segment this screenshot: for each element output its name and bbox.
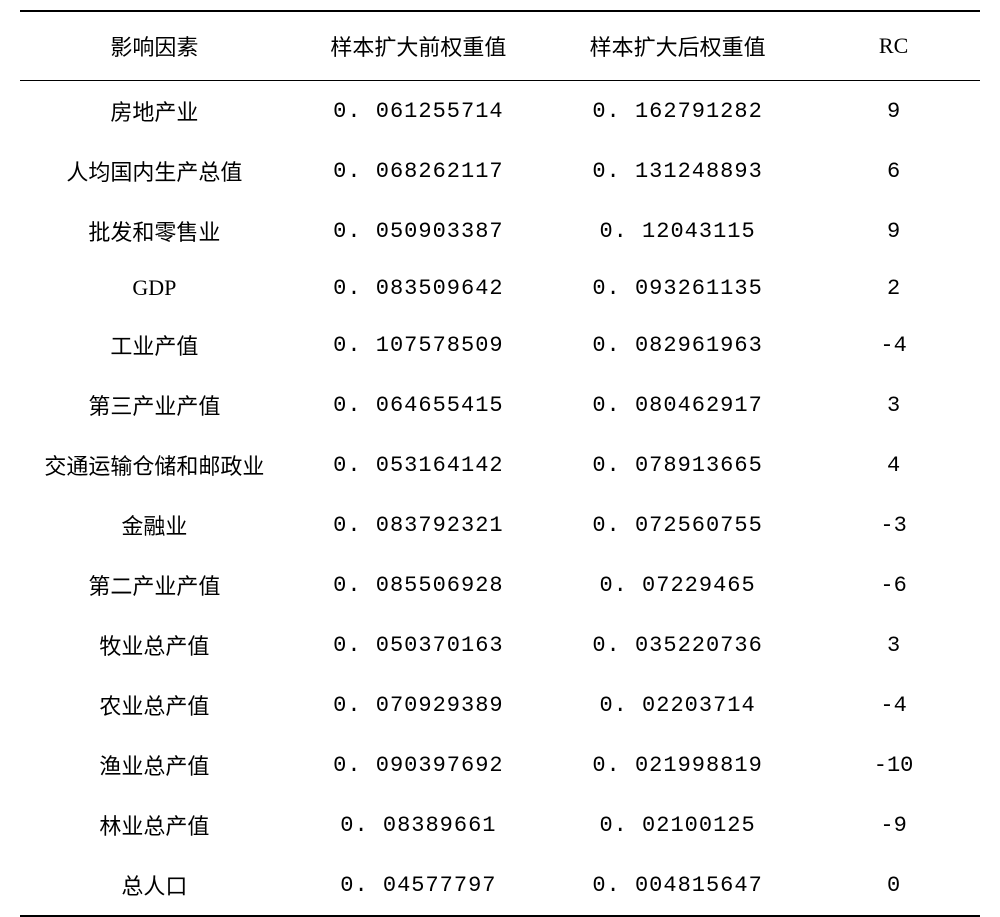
table-header: 影响因素 样本扩大前权重值 样本扩大后权重值 RC [20, 11, 980, 81]
table-body: 房地产业0. 0612557140. 1627912829人均国内生产总值0. … [20, 81, 980, 917]
cell-before: 0. 08389661 [289, 795, 548, 855]
cell-factor: 牧业总产值 [20, 615, 289, 675]
cell-rc: 3 [807, 375, 980, 435]
cell-before: 0. 053164142 [289, 435, 548, 495]
table-row: 批发和零售业0. 0509033870. 120431159 [20, 201, 980, 261]
cell-rc: -10 [807, 735, 980, 795]
cell-factor: 房地产业 [20, 81, 289, 142]
cell-factor: GDP [20, 261, 289, 315]
cell-rc: 9 [807, 201, 980, 261]
cell-before: 0. 068262117 [289, 141, 548, 201]
table-row: 交通运输仓储和邮政业0. 0531641420. 0789136654 [20, 435, 980, 495]
cell-before: 0. 061255714 [289, 81, 548, 142]
cell-rc: -6 [807, 555, 980, 615]
col-header-after: 样本扩大后权重值 [548, 11, 807, 81]
cell-rc: -9 [807, 795, 980, 855]
cell-rc: -3 [807, 495, 980, 555]
weight-table-container: 影响因素 样本扩大前权重值 样本扩大后权重值 RC 房地产业0. 0612557… [20, 10, 980, 917]
cell-factor: 第二产业产值 [20, 555, 289, 615]
table-row: 金融业0. 0837923210. 072560755-3 [20, 495, 980, 555]
table-row: 牧业总产值0. 0503701630. 0352207363 [20, 615, 980, 675]
cell-before: 0. 083792321 [289, 495, 548, 555]
table-row: 人均国内生产总值0. 0682621170. 1312488936 [20, 141, 980, 201]
table-row: 第二产业产值0. 0855069280. 07229465-6 [20, 555, 980, 615]
cell-factor: 批发和零售业 [20, 201, 289, 261]
cell-after: 0. 082961963 [548, 315, 807, 375]
table-row: 林业总产值0. 083896610. 02100125-9 [20, 795, 980, 855]
cell-after: 0. 12043115 [548, 201, 807, 261]
cell-after: 0. 131248893 [548, 141, 807, 201]
cell-factor: 交通运输仓储和邮政业 [20, 435, 289, 495]
cell-before: 0. 050903387 [289, 201, 548, 261]
cell-rc: 4 [807, 435, 980, 495]
cell-before: 0. 050370163 [289, 615, 548, 675]
cell-factor: 工业产值 [20, 315, 289, 375]
col-header-rc: RC [807, 11, 980, 81]
cell-after: 0. 072560755 [548, 495, 807, 555]
cell-rc: 6 [807, 141, 980, 201]
cell-rc: 2 [807, 261, 980, 315]
cell-rc: 3 [807, 615, 980, 675]
cell-before: 0. 064655415 [289, 375, 548, 435]
cell-rc: 9 [807, 81, 980, 142]
cell-before: 0. 107578509 [289, 315, 548, 375]
cell-before: 0. 04577797 [289, 855, 548, 916]
table-row: 第三产业产值0. 0646554150. 0804629173 [20, 375, 980, 435]
col-header-before: 样本扩大前权重值 [289, 11, 548, 81]
cell-before: 0. 090397692 [289, 735, 548, 795]
cell-factor: 第三产业产值 [20, 375, 289, 435]
cell-factor: 总人口 [20, 855, 289, 916]
cell-after: 0. 093261135 [548, 261, 807, 315]
cell-after: 0. 07229465 [548, 555, 807, 615]
cell-before: 0. 083509642 [289, 261, 548, 315]
col-header-factor: 影响因素 [20, 11, 289, 81]
cell-after: 0. 02100125 [548, 795, 807, 855]
table-row: 渔业总产值0. 0903976920. 021998819-10 [20, 735, 980, 795]
cell-after: 0. 02203714 [548, 675, 807, 735]
table-row: 房地产业0. 0612557140. 1627912829 [20, 81, 980, 142]
table-row: 总人口0. 045777970. 0048156470 [20, 855, 980, 916]
table-row: 农业总产值0. 0709293890. 02203714-4 [20, 675, 980, 735]
cell-factor: 渔业总产值 [20, 735, 289, 795]
cell-factor: 农业总产值 [20, 675, 289, 735]
cell-rc: 0 [807, 855, 980, 916]
cell-rc: -4 [807, 675, 980, 735]
weight-table: 影响因素 样本扩大前权重值 样本扩大后权重值 RC 房地产业0. 0612557… [20, 10, 980, 917]
table-row: 工业产值0. 1075785090. 082961963-4 [20, 315, 980, 375]
cell-factor: 金融业 [20, 495, 289, 555]
cell-after: 0. 004815647 [548, 855, 807, 916]
cell-before: 0. 085506928 [289, 555, 548, 615]
cell-after: 0. 162791282 [548, 81, 807, 142]
cell-factor: 林业总产值 [20, 795, 289, 855]
cell-after: 0. 021998819 [548, 735, 807, 795]
cell-rc: -4 [807, 315, 980, 375]
cell-before: 0. 070929389 [289, 675, 548, 735]
cell-factor: 人均国内生产总值 [20, 141, 289, 201]
table-row: GDP0. 0835096420. 0932611352 [20, 261, 980, 315]
cell-after: 0. 035220736 [548, 615, 807, 675]
cell-after: 0. 080462917 [548, 375, 807, 435]
cell-after: 0. 078913665 [548, 435, 807, 495]
